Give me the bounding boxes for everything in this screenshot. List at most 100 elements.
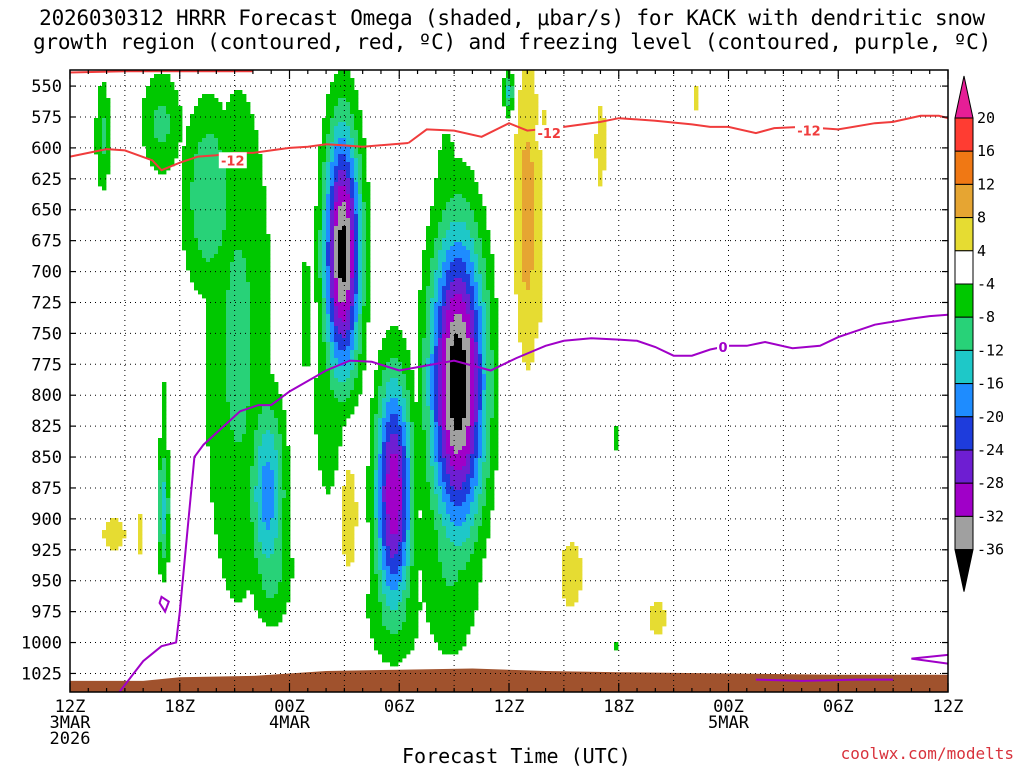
omega-cell	[210, 282, 215, 287]
omega-cell	[102, 114, 107, 119]
omega-cell	[158, 122, 163, 127]
omega-cell	[278, 430, 283, 435]
omega-cell	[350, 390, 355, 395]
omega-cell	[418, 374, 423, 379]
omega-cell	[210, 246, 215, 251]
omega-cell	[262, 394, 267, 399]
omega-cell	[266, 374, 271, 379]
omega-cell	[530, 298, 535, 303]
omega-cell	[174, 106, 179, 111]
omega-cell	[442, 194, 447, 199]
omega-cell	[478, 298, 483, 303]
omega-cell	[146, 142, 151, 147]
omega-cell	[330, 414, 335, 419]
omega-cell	[366, 234, 371, 239]
omega-cell	[534, 114, 539, 119]
omega-cell	[602, 146, 607, 151]
omega-cell	[346, 282, 351, 287]
omega-cell	[218, 130, 223, 135]
omega-cell	[258, 318, 263, 323]
omega-cell	[234, 402, 239, 407]
omega-cell	[354, 186, 359, 191]
omega-cell	[370, 406, 375, 411]
omega-cell	[314, 402, 319, 407]
omega-cell	[430, 358, 435, 363]
omega-cell	[430, 294, 435, 299]
omega-cell	[518, 134, 523, 139]
omega-cell	[218, 270, 223, 275]
omega-cell	[190, 258, 195, 263]
omega-cell	[338, 194, 343, 199]
omega-cell	[238, 422, 243, 427]
omega-cell	[474, 410, 479, 415]
omega-cell	[526, 198, 531, 203]
omega-cell	[322, 426, 327, 431]
omega-cell	[514, 194, 519, 199]
omega-cell	[534, 238, 539, 243]
omega-cell	[242, 134, 247, 139]
omega-cell	[486, 310, 491, 315]
omega-cell	[334, 118, 339, 123]
omega-cell	[458, 166, 463, 171]
omega-cell	[486, 342, 491, 347]
omega-cell	[186, 230, 191, 235]
omega-cell	[438, 258, 443, 263]
omega-cell	[514, 142, 519, 147]
omega-cell	[318, 410, 323, 415]
omega-cell	[434, 322, 439, 327]
omega-cell	[338, 274, 343, 279]
omega-cell	[430, 322, 435, 327]
omega-cell	[338, 154, 343, 159]
omega-cell	[326, 354, 331, 359]
omega-cell	[350, 230, 355, 235]
omega-cell	[350, 394, 355, 399]
omega-cell	[230, 214, 235, 219]
omega-cell	[206, 254, 211, 259]
omega-cell	[434, 294, 439, 299]
omega-cell	[346, 314, 351, 319]
omega-cell	[514, 282, 519, 287]
omega-cell	[454, 390, 459, 395]
omega-cell	[426, 310, 431, 315]
omega-cell	[322, 342, 327, 347]
omega-cell	[346, 174, 351, 179]
omega-cell	[458, 430, 463, 435]
omega-cell	[326, 202, 331, 207]
omega-cell	[434, 330, 439, 335]
omega-cell	[526, 126, 531, 131]
omega-cell	[326, 326, 331, 331]
omega-cell	[150, 142, 155, 147]
omega-cell	[250, 166, 255, 171]
omega-cell	[518, 274, 523, 279]
omega-cell	[334, 402, 339, 407]
omega-cell	[482, 270, 487, 275]
omega-cell	[514, 174, 519, 179]
omega-cell	[482, 318, 487, 323]
omega-cell	[446, 398, 451, 403]
omega-cell	[466, 210, 471, 215]
omega-cell	[206, 422, 211, 427]
omega-cell	[418, 358, 423, 363]
omega-cell	[214, 410, 219, 415]
omega-cell	[250, 242, 255, 247]
omega-cell	[406, 430, 411, 435]
omega-cell	[466, 178, 471, 183]
omega-cell	[190, 230, 195, 235]
omega-cell	[350, 154, 355, 159]
omega-cell	[394, 394, 399, 399]
omega-cell	[450, 302, 455, 307]
omega-cell	[278, 418, 283, 423]
omega-cell	[478, 278, 483, 283]
omega-cell	[462, 290, 467, 295]
omega-cell	[430, 414, 435, 419]
omega-cell	[206, 326, 211, 331]
omega-cell	[338, 118, 343, 123]
omega-cell	[338, 214, 343, 219]
omega-cell	[214, 310, 219, 315]
omega-cell	[190, 226, 195, 231]
omega-cell	[314, 422, 319, 427]
omega-cell	[370, 434, 375, 439]
omega-cell	[382, 410, 387, 415]
omega-cell	[358, 378, 363, 383]
omega-cell	[330, 134, 335, 139]
